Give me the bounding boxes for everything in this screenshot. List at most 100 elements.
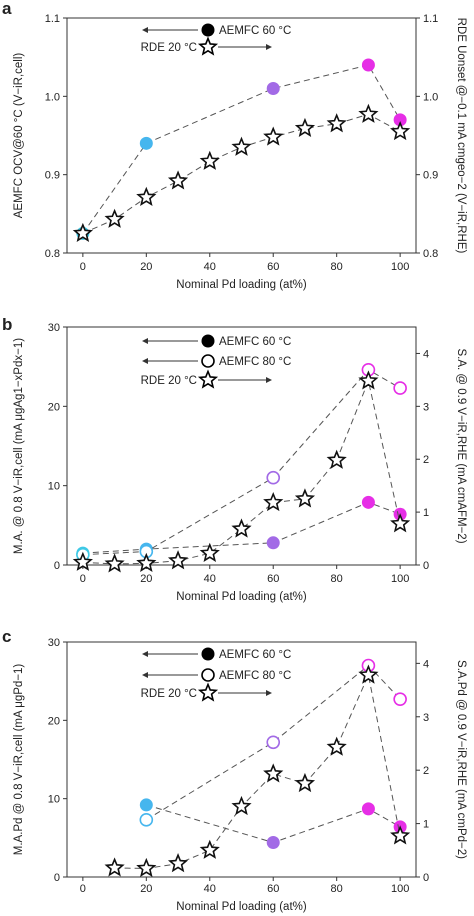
data-point-filled [361,58,375,72]
data-point-star [167,853,189,873]
y-left-tick-label: 0.8 [45,248,60,260]
data-point-star [231,136,252,156]
data-point-star [358,103,379,123]
data-point-star [199,542,220,562]
data-point-star [294,117,316,138]
data-point-star [167,170,189,190]
panel-letter: a [2,0,12,18]
plot-frame [66,17,417,254]
y-left-axis-label: M.A.Pd @ 0.8 V−iR,cell (mA μgPd−1) [13,664,25,856]
x-tick-label: 60 [267,261,279,273]
legend-arrowhead-right [266,377,272,383]
data-point-filled [393,113,407,127]
data-point-star [263,763,284,783]
data-point-filled [361,802,375,816]
data-point-open [393,692,407,706]
y-left-tick-label: 0 [54,560,60,572]
x-tick-label: 100 [391,573,409,585]
legend-arrowhead-right [266,44,272,50]
x-tick-label: 0 [80,261,86,273]
y-right-tick-label: 3 [423,712,429,724]
plot-frame [66,641,417,878]
x-axis-label: Nominal Pd loading (at%) [176,901,307,913]
data-point-star [104,857,125,877]
x-tick-label: 20 [140,261,152,273]
series-line [114,673,401,869]
y-right-tick-label: 1 [423,819,429,831]
y-right-tick-label: 2 [423,765,429,777]
y-left-tick-label: 1.1 [45,13,60,25]
data-point-open [139,813,154,827]
x-tick-label: 20 [140,573,152,585]
data-point-star [104,208,125,228]
series-line [82,379,401,565]
legend-marker-filled [201,23,215,37]
y-left-tick-label: 10 [48,481,60,493]
data-point-filled [266,536,280,550]
y-right-tick-label: 1 [423,507,429,519]
x-tick-label: 80 [331,883,343,895]
series-line [82,64,401,234]
y-right-tick-label: 0.9 [423,170,438,182]
x-tick-label: 0 [80,573,86,585]
data-point-star [199,150,220,170]
data-point-filled [139,798,153,812]
data-point-star [326,113,347,133]
legend-arrowhead-left [142,651,148,657]
y-right-tick-label: 4 [423,658,429,670]
legend-label: RDE 20 °C [141,42,197,54]
data-point-star [358,370,379,390]
legend-label: RDE 20 °C [141,375,197,387]
y-left-tick-label: 30 [48,637,60,649]
x-tick-label: 40 [204,883,216,895]
data-point-star [136,552,157,572]
y-right-axis-label: RDE Uonset @−0.1 mA cmgeo−2 (V−iR,RHE) [455,18,467,254]
data-point-star [231,518,252,538]
series-line [82,113,401,234]
data-point-star [199,839,220,859]
panel-letter: b [2,315,12,334]
data-point-star [263,491,284,512]
legend-marker-open [201,668,215,682]
legend-arrowhead-left [142,672,148,678]
data-point-star [390,513,411,533]
y-left-tick-label: 20 [48,401,60,413]
data-point-star [72,551,93,571]
plot-frame [66,326,417,566]
legend-arrowhead-left [142,27,148,33]
y-left-tick-label: 20 [48,715,60,727]
x-tick-label: 60 [267,883,279,895]
x-tick-label: 40 [204,261,216,273]
data-point-star [72,222,93,242]
legend-arrowhead-left [142,358,148,364]
x-tick-label: 40 [204,573,216,585]
y-right-tick-label: 0.8 [423,248,438,260]
y-left-tick-label: 0.9 [45,170,60,182]
legend-label: RDE 20 °C [141,688,197,700]
y-left-tick-label: 10 [48,794,60,806]
y-left-tick-label: 0 [54,872,60,884]
x-tick-label: 100 [391,261,409,273]
y-right-axis-label: S.A. @ 0.9 V−iR,RHE (mA cmAFM−2) [455,348,467,543]
data-point-star [390,825,411,845]
legend-label: AEMFC 80 °C [219,356,291,368]
legend-label: AEMFC 60 °C [219,649,291,661]
legend-arrowhead-left [142,338,148,344]
x-tick-label: 100 [391,883,409,895]
data-point-filled [266,836,280,850]
y-left-tick-label: 1.0 [45,91,60,103]
legend-marker-star [197,36,219,56]
legend-label: AEMFC 60 °C [219,25,291,37]
legend-arrowhead-right [266,690,272,696]
data-point-open [266,470,281,485]
data-point-star [390,120,411,141]
y-right-tick-label: 2 [423,454,429,466]
y-left-tick-label: 30 [48,322,60,334]
series-line [146,804,401,844]
data-point-star [326,736,347,756]
data-point-star [231,795,252,816]
legend-marker-star [197,682,219,702]
data-point-filled [266,82,280,95]
